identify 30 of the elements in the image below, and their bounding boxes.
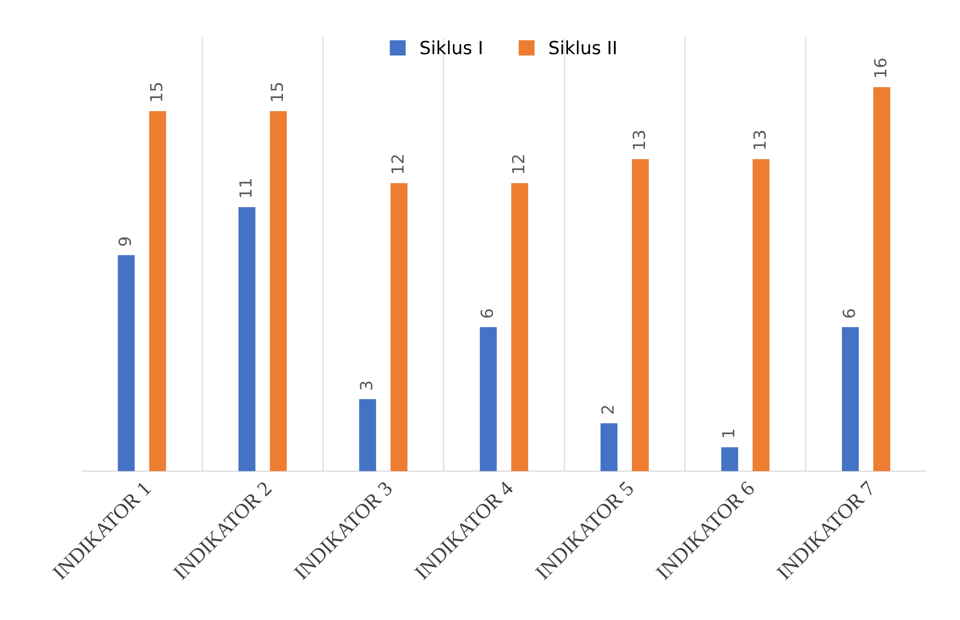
bar: [480, 327, 497, 472]
bar: [359, 399, 376, 472]
bar: [238, 207, 256, 472]
data-label: 12: [391, 155, 404, 173]
data-label: 11: [239, 179, 252, 197]
data-label: 12: [512, 155, 524, 173]
bar: [600, 423, 618, 472]
data-label: 2: [601, 406, 614, 414]
data-label: 3: [360, 382, 372, 390]
legend-label: Siklus I: [420, 40, 482, 54]
bar: [752, 159, 770, 472]
bar: [842, 327, 859, 472]
data-label: 15: [270, 83, 284, 101]
bar: [390, 183, 408, 472]
bar: [270, 111, 287, 472]
data-label: 1: [722, 430, 734, 438]
legend-label: Siklus II: [549, 40, 616, 54]
bar: [118, 255, 135, 472]
data-label: 6: [480, 309, 494, 318]
bar: [149, 111, 166, 472]
data-label: 15: [150, 83, 162, 101]
data-label: 13: [632, 130, 646, 149]
bar: [873, 87, 890, 472]
bar: [511, 183, 528, 472]
data-label: 16: [874, 58, 887, 77]
data-label: 9: [118, 237, 132, 246]
data-label: 13: [753, 130, 766, 149]
bar: [632, 159, 649, 472]
bar: [721, 447, 738, 472]
data-label: 6: [842, 309, 856, 318]
